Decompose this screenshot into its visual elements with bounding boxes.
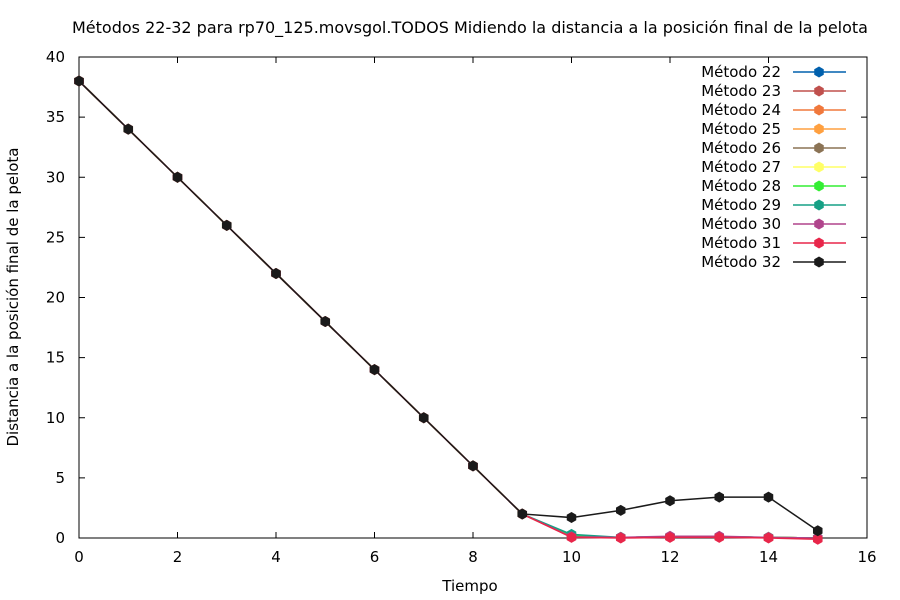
x-tick-label: 14 xyxy=(759,548,778,566)
y-tick-label: 30 xyxy=(46,168,65,186)
legend-entry: Método 32 xyxy=(701,253,846,271)
series-line xyxy=(78,80,819,532)
x-tick-label: 0 xyxy=(74,548,84,566)
y-tick-label: 40 xyxy=(46,48,65,66)
y-tick-label: 25 xyxy=(46,228,65,246)
data-point xyxy=(468,460,478,472)
data-point xyxy=(763,491,774,503)
legend-entry: Método 24 xyxy=(701,101,846,119)
y-tick-label: 20 xyxy=(46,289,65,307)
legend-marker xyxy=(814,199,824,211)
legend-marker xyxy=(814,161,824,173)
legend-entry: Método 23 xyxy=(701,82,846,100)
x-axis-title: Tiempo xyxy=(441,577,497,595)
x-tick-label: 8 xyxy=(468,548,478,566)
legend-label: Método 22 xyxy=(701,63,781,81)
legend-label: Método 25 xyxy=(701,120,781,138)
y-tick-label: 0 xyxy=(55,529,65,547)
legend-entry: Método 30 xyxy=(701,215,846,233)
data-point xyxy=(714,531,725,543)
data-point xyxy=(566,512,577,524)
y-tick-label: 35 xyxy=(46,108,65,126)
data-point xyxy=(221,219,232,231)
legend-entry: Método 28 xyxy=(701,177,846,195)
data-point xyxy=(615,532,626,544)
data-point xyxy=(123,123,134,135)
legend-label: Método 30 xyxy=(701,215,781,233)
legend-marker xyxy=(814,142,824,154)
data-point xyxy=(665,531,675,543)
data-point xyxy=(714,491,725,503)
legend-label: Método 31 xyxy=(701,234,781,252)
y-tick-label: 15 xyxy=(46,349,65,367)
chart-title: Métodos 22-32 para rp70_125.movsgol.TODO… xyxy=(72,18,868,38)
data-point xyxy=(566,531,577,543)
legend-entry: Método 27 xyxy=(701,158,846,176)
data-point xyxy=(812,525,823,537)
legend-label: Método 32 xyxy=(701,253,781,271)
legend-marker xyxy=(814,256,824,268)
x-tick-label: 10 xyxy=(562,548,581,566)
data-point xyxy=(320,316,331,328)
x-tick-label: 4 xyxy=(271,548,281,566)
legend-marker xyxy=(814,218,824,230)
data-point xyxy=(812,533,823,545)
data-point xyxy=(271,267,281,279)
data-point xyxy=(74,75,84,87)
legend-label: Método 27 xyxy=(701,158,781,176)
legend-entry: Método 29 xyxy=(701,196,846,214)
legend-entry: Método 31 xyxy=(701,234,846,252)
legend-marker xyxy=(814,104,824,116)
series-11 xyxy=(74,75,823,537)
data-point xyxy=(172,171,183,183)
data-point xyxy=(517,508,528,520)
legend-marker xyxy=(814,66,824,78)
data-point xyxy=(665,495,675,507)
x-tick-label: 16 xyxy=(857,548,876,566)
legend-label: Método 26 xyxy=(701,139,781,157)
x-tick-label: 12 xyxy=(660,548,679,566)
data-point xyxy=(615,504,626,516)
y-axis-title: Distancia a la posición final de la pelo… xyxy=(4,147,22,446)
legend-marker xyxy=(814,237,824,249)
legend-entry: Método 22 xyxy=(701,63,846,81)
x-tick-label: 2 xyxy=(173,548,183,566)
x-tick-label: 6 xyxy=(370,548,380,566)
legend-entry: Método 25 xyxy=(701,120,846,138)
legend-entry: Método 26 xyxy=(701,139,846,157)
y-tick-label: 10 xyxy=(46,409,65,427)
legend-marker xyxy=(814,123,824,135)
y-tick-label: 5 xyxy=(55,469,65,487)
legend-label: Método 28 xyxy=(701,177,781,195)
legend-label: Método 29 xyxy=(701,196,781,214)
legend-label: Método 23 xyxy=(701,82,781,100)
data-point xyxy=(418,412,429,424)
legend-marker xyxy=(814,85,824,97)
data-point xyxy=(763,532,774,544)
legend-label: Método 24 xyxy=(701,101,781,119)
legend-marker xyxy=(814,180,824,192)
data-point xyxy=(369,364,380,376)
